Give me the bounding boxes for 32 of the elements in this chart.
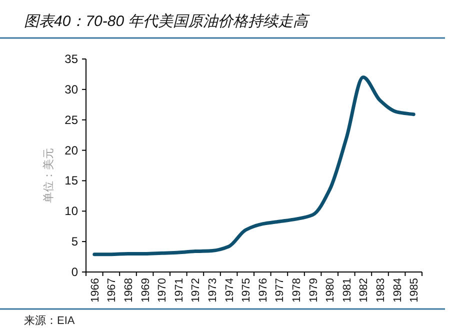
x-tick-label: 1984 [392, 278, 404, 302]
y-axis-title: 单位：美元 [42, 148, 55, 203]
x-tick-label: 1985 [408, 278, 421, 302]
x-tick-label: 1978 [291, 278, 303, 302]
x-tick-label: 1981 [341, 278, 354, 302]
y-tick-label: 15 [64, 174, 78, 188]
y-tick-label: 35 [64, 52, 78, 66]
source-note: 来源：EIA [24, 314, 76, 327]
x-tick-label: 1977 [274, 278, 286, 302]
x-tick-label: 1967 [106, 278, 118, 302]
x-tick-label: 1966 [89, 278, 102, 302]
y-tick-label: 5 [71, 234, 78, 249]
x-tick-label: 1983 [375, 278, 387, 302]
x-tick-label: 1968 [123, 278, 135, 302]
x-tick-label: 1980 [324, 278, 337, 302]
x-tick-label: 1973 [207, 278, 219, 302]
y-tick-label: 25 [64, 112, 78, 127]
x-tick-label: 1975 [240, 278, 253, 302]
x-tick-label: 1971 [173, 278, 186, 302]
line-series [92, 76, 416, 256]
y-tick-label: 10 [64, 204, 78, 218]
y-tick-label: 30 [64, 82, 78, 96]
x-tick-label: 1969 [140, 278, 152, 302]
x-tick-label: 1970 [156, 278, 169, 302]
x-tick-label: 1982 [358, 278, 370, 302]
x-tick-label: 1974 [224, 278, 236, 302]
chart-title: 图表40：70-80 年代美国原油价格持续走高 [24, 13, 310, 30]
y-tick-label: 20 [64, 143, 78, 158]
x-tick-label: 1979 [308, 278, 320, 302]
y-tick-label: 0 [71, 265, 78, 279]
x-tick-label: 1976 [257, 278, 270, 302]
x-tick-label: 1972 [190, 278, 202, 302]
